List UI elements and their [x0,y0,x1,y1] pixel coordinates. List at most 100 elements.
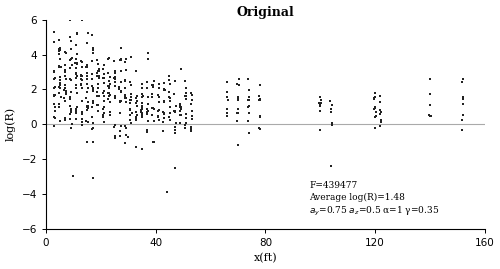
Point [124,135,132,139]
Point [116,90,124,94]
Point [104,90,112,95]
Point [122,100,130,105]
Point [138,95,146,99]
Point [139,94,147,98]
Point [316,95,324,99]
Point [84,90,92,94]
Point [172,125,179,129]
Point [377,118,385,122]
Point [67,107,75,111]
Point [160,87,168,91]
Point [104,91,112,95]
Point [66,34,74,39]
Point [55,52,63,56]
Point [116,129,124,133]
Point [223,107,231,111]
Point [100,104,108,109]
Point [138,147,145,151]
Point [116,85,124,90]
Point [166,99,174,104]
Point [144,51,152,55]
Point [133,112,141,117]
Point [143,110,151,114]
Point [89,176,97,180]
Point [88,115,96,119]
Point [328,103,336,107]
Point [182,91,190,95]
Point [127,95,135,100]
Point [172,108,179,113]
Point [78,120,86,124]
Point [377,110,385,115]
Point [88,72,96,76]
Point [160,100,168,104]
Point [66,58,74,62]
Point [84,31,92,36]
Point [121,95,129,100]
Point [62,118,70,122]
Point [117,58,125,62]
Point [122,125,130,130]
Point [78,74,86,78]
Point [256,127,264,131]
Point [73,62,81,66]
Point [166,82,173,86]
Point [73,91,81,95]
Point [94,71,102,75]
Point [62,91,70,95]
Point [143,112,151,116]
Point [143,130,151,134]
Point [82,119,90,123]
Point [126,112,134,117]
Point [50,116,58,120]
Point [106,75,114,79]
Point [56,81,64,86]
Point [166,111,174,115]
Point [155,86,163,90]
Point [426,114,434,118]
Point [50,77,58,81]
Point [94,82,102,86]
Point [94,86,102,90]
Point [160,88,168,92]
Point [56,49,64,53]
Point [60,99,68,103]
Point [78,123,86,128]
Point [224,98,232,102]
Point [458,118,466,122]
Point [122,133,130,137]
Point [150,140,158,144]
Point [222,80,230,84]
Point [223,110,231,115]
Point [88,77,96,81]
Point [255,126,263,130]
Point [72,70,80,75]
Point [138,108,145,112]
Point [88,51,96,56]
Point [94,94,102,98]
Point [376,112,384,116]
Point [116,99,124,104]
Point [72,32,80,36]
Point [372,114,380,118]
Point [244,119,252,123]
Point [154,109,162,113]
Point [50,94,58,98]
Point [138,113,146,118]
Point [177,113,185,117]
Point [138,115,146,119]
Point [94,102,102,107]
Point [316,128,324,133]
Point [51,76,59,80]
Point [370,90,378,95]
Point [95,69,103,73]
Point [66,95,74,100]
Point [244,98,252,103]
Point [256,98,264,102]
X-axis label: x(ft): x(ft) [254,253,277,263]
Point [100,98,108,103]
Point [112,96,120,100]
Point [460,113,468,118]
Point [182,116,190,121]
Point [426,92,434,96]
